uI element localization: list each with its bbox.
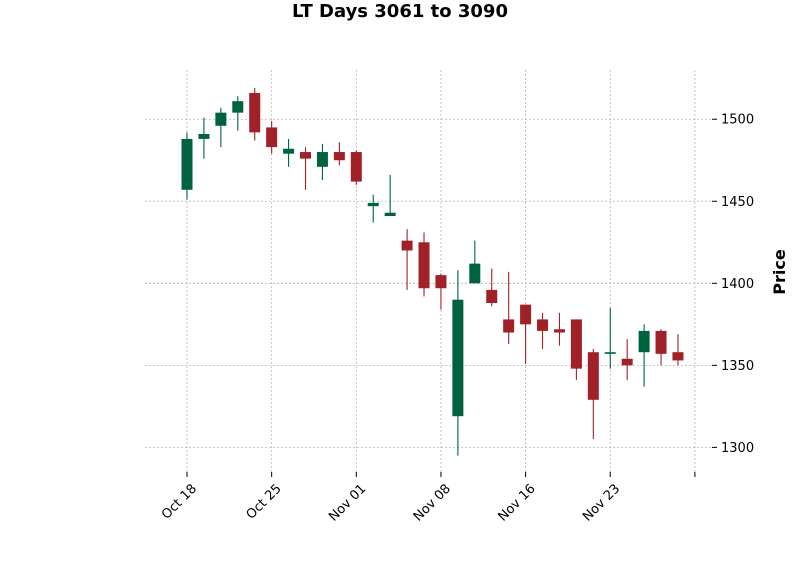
- candle-body: [333, 152, 345, 161]
- candle: [333, 142, 345, 166]
- y-tick-label: 1350: [721, 359, 754, 374]
- candle: [587, 348, 599, 440]
- candle-body: [367, 202, 379, 207]
- candle: [384, 175, 396, 217]
- candle-body: [655, 330, 667, 354]
- candle-body: [384, 212, 396, 217]
- candle-body: [300, 152, 312, 159]
- candle: [672, 334, 684, 366]
- x-tick-label: Nov 23: [580, 481, 623, 524]
- candle-body: [604, 352, 616, 354]
- candle-body: [587, 352, 599, 400]
- candle-body: [486, 289, 498, 303]
- candle-body: [553, 329, 565, 333]
- candle: [266, 120, 278, 154]
- grid-lines: [145, 70, 712, 472]
- y-tick-label: 1500: [721, 113, 754, 128]
- candle-body: [350, 152, 362, 182]
- x-tick-label: Oct 25: [244, 481, 285, 522]
- candle-body: [198, 133, 210, 139]
- candle-body: [401, 240, 413, 251]
- candle: [350, 150, 362, 185]
- candle: [655, 329, 667, 366]
- candle-body: [232, 101, 244, 113]
- candle: [520, 304, 532, 364]
- candle: [638, 324, 650, 387]
- candle-body: [181, 138, 193, 190]
- chart-title: LT Days 3061 to 3090: [292, 1, 508, 22]
- candle: [401, 229, 413, 290]
- candle: [621, 339, 633, 381]
- candle: [469, 240, 481, 284]
- candle-body: [537, 319, 549, 331]
- candles: [181, 88, 684, 456]
- candle-body: [435, 275, 447, 289]
- candle: [316, 143, 328, 180]
- candle: [249, 88, 261, 141]
- candle-body: [638, 330, 650, 353]
- candle-body: [316, 152, 328, 167]
- candle-body: [452, 299, 464, 417]
- candle-body: [469, 263, 481, 284]
- candle-body: [621, 358, 633, 366]
- candle: [570, 319, 582, 381]
- candle-body: [283, 148, 295, 154]
- y-tick-label: 1450: [721, 195, 754, 210]
- candle-body: [520, 304, 532, 325]
- candle: [537, 312, 549, 349]
- candle: [418, 232, 430, 297]
- candle: [435, 273, 447, 310]
- candle: [553, 312, 565, 346]
- candle: [283, 138, 295, 167]
- candle-body: [503, 319, 515, 333]
- x-tick-label: Oct 18: [159, 481, 200, 522]
- candle: [503, 271, 515, 345]
- y-tick-label: 1300: [721, 441, 754, 456]
- x-tick-label: Nov 08: [411, 481, 454, 524]
- candle: [232, 96, 244, 131]
- x-tick-label: Nov 16: [495, 481, 538, 524]
- x-tick-label: Nov 01: [326, 481, 369, 524]
- y-axis-label: Price: [770, 249, 789, 295]
- candle: [181, 132, 193, 200]
- candle-body: [672, 352, 684, 361]
- candle: [486, 268, 498, 307]
- candle: [452, 270, 464, 456]
- candle-body: [266, 127, 278, 148]
- candle: [215, 107, 227, 148]
- candle-body: [215, 112, 227, 126]
- candle: [198, 117, 210, 159]
- candle-body: [418, 242, 430, 289]
- candle: [604, 307, 616, 369]
- candle: [367, 194, 379, 223]
- candle: [300, 147, 312, 190]
- candle-body: [570, 319, 582, 369]
- candle-body: [249, 92, 261, 133]
- y-tick-label: 1400: [721, 277, 754, 292]
